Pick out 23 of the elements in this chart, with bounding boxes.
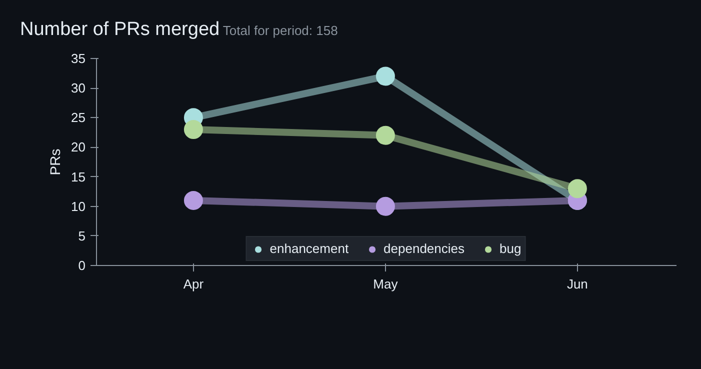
point <box>184 120 203 139</box>
chart-subtitle: Total for period: 158 <box>222 23 338 38</box>
y-tick-label: 30 <box>71 80 86 96</box>
point <box>568 179 587 198</box>
y-tick-label: 25 <box>71 110 86 126</box>
y-tick-label: 35 <box>71 51 86 66</box>
point <box>376 196 395 216</box>
legend-label: dependencies <box>384 241 465 256</box>
y-tick-label: 10 <box>71 198 86 214</box>
point <box>376 66 395 86</box>
point <box>184 190 203 210</box>
y-tick-label: 5 <box>78 228 86 244</box>
y-tick-label: 20 <box>71 140 86 155</box>
chart-title: Number of PRs merged <box>20 19 220 40</box>
y-tick-label: 0 <box>78 258 86 273</box>
legend-label: enhancement <box>270 241 349 256</box>
x-tick-label: May <box>373 276 398 292</box>
x-tick-label: Jun <box>566 276 588 292</box>
point <box>376 126 395 145</box>
y-tick-label: 15 <box>71 169 86 184</box>
legend-label: bug <box>500 241 522 256</box>
y-axis-title: PRs <box>47 148 64 176</box>
x-tick-label: Apr <box>183 276 204 292</box>
